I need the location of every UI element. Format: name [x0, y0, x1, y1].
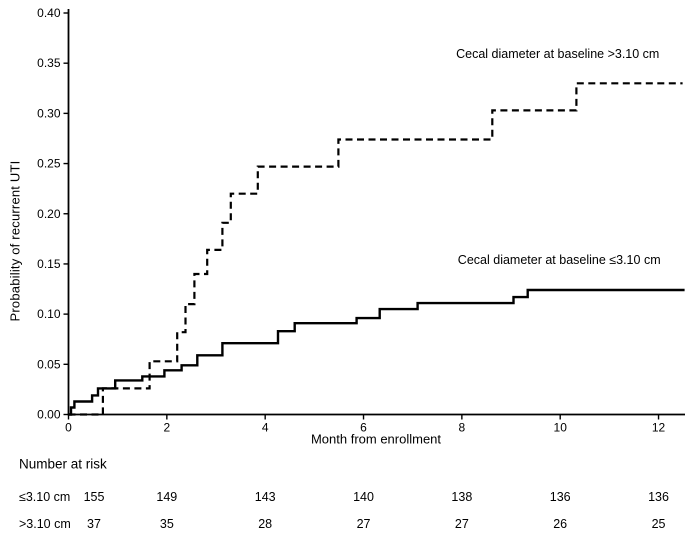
curves-group	[68, 82, 685, 416]
y-tick-label: 0.30	[37, 106, 61, 120]
risk-cell: 35	[159, 516, 174, 531]
risk-cell: 37	[87, 516, 101, 531]
y-tick-label: 0.40	[37, 6, 61, 20]
x-tick-label: 12	[652, 421, 666, 435]
x-tick-label: 4	[262, 421, 269, 435]
x-tick-label: 10	[554, 421, 568, 435]
y-tick-label: 0.35	[37, 56, 61, 70]
y-tick-label: 0.25	[37, 157, 61, 171]
annotation-gt-group: Cecal diameter at baseline >3.10 cm	[456, 47, 660, 62]
risk-cell: 25	[651, 516, 666, 531]
curve-le-3-10-cm	[68, 288, 685, 416]
y-tick-label: 0.15	[37, 257, 61, 271]
x-tick-label: 8	[459, 421, 466, 435]
risk-cell: 26	[553, 516, 568, 531]
x-axis-title: Month from enrollment	[310, 431, 442, 447]
risk-cell: 140	[353, 489, 374, 504]
x-tick-label: 6	[360, 421, 367, 435]
risk-row-label-gt310: >3.10 cm	[19, 516, 71, 531]
y-axis-title: Probability of recurrent UTI	[7, 160, 23, 322]
risk-cell: 155	[83, 489, 105, 504]
y-tick-label: 0.00	[37, 408, 61, 422]
curve-gt-3-10-cm	[68, 82, 683, 416]
risk-cell: 138	[451, 489, 473, 504]
x-tick-label: 2	[163, 421, 170, 435]
risk-cell: 27	[356, 516, 371, 531]
axes-group	[63, 9, 685, 420]
risk-cell: 28	[258, 516, 273, 531]
risk-table-title: Number at risk	[19, 456, 107, 472]
x-tick-label: 0	[65, 421, 72, 435]
y-tick-label: 0.10	[37, 307, 61, 321]
y-tick-label: 0.20	[37, 207, 61, 221]
y-tick-label: 0.05	[37, 357, 61, 371]
risk-cell: 143	[254, 489, 276, 504]
annotation-le-group: Cecal diameter at baseline ≤3.10 cm	[457, 252, 661, 267]
risk-cell: 27	[454, 516, 469, 531]
risk-cell: 136	[549, 489, 571, 504]
risk-cell: 136	[648, 489, 669, 504]
risk-cell: 149	[156, 489, 178, 504]
risk-row-label-le310: ≤3.10 cm	[19, 489, 71, 504]
tick-labels-group: 0.00 0.05 0.10 0.15 0.20 0.25 0.30 0.35 0.40 0 2 4 6…	[37, 6, 665, 435]
